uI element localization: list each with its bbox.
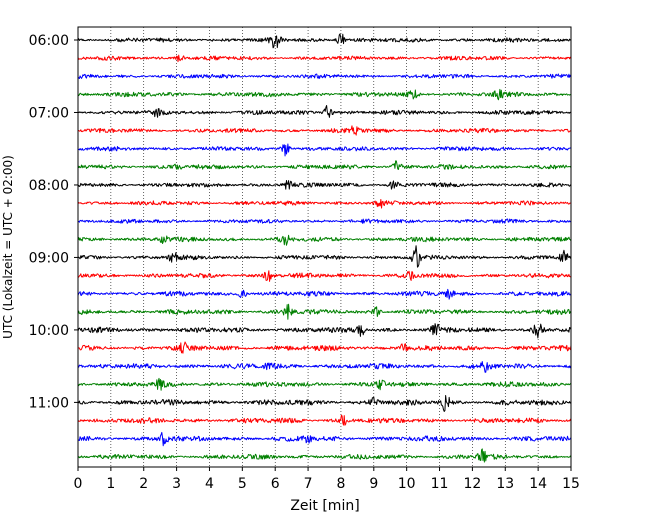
trace-line: [77, 88, 572, 101]
trace-line: [77, 218, 572, 224]
y-tick-label: 07:00: [29, 105, 69, 121]
x-axis-label: Zeit [min]: [290, 498, 359, 514]
trace-line: [77, 143, 572, 157]
y-tick-label: 11:00: [29, 395, 69, 411]
trace-line: [77, 180, 572, 190]
trace-line: [77, 198, 572, 209]
y-axis-ticks: 06:00 07:00 08:00 09:00 10:00 11:00: [29, 33, 78, 411]
trace-line: [77, 125, 572, 136]
trace-line: [77, 303, 572, 320]
x-tick-label: 12: [463, 476, 481, 492]
trace-line: [77, 234, 572, 246]
x-tick-label: 14: [529, 476, 547, 492]
trace-line: [77, 448, 572, 463]
trace-group: [77, 33, 572, 463]
trace-line: [77, 270, 572, 282]
trace-line: [77, 73, 572, 80]
y-tick-label: 10:00: [29, 323, 69, 339]
grid-lines: [110, 27, 539, 467]
x-tick-label: 2: [139, 476, 148, 492]
trace-line: [77, 361, 572, 373]
trace-line: [77, 431, 572, 447]
trace-line: [77, 323, 572, 339]
x-tick-label: 1: [106, 476, 115, 492]
plot-frame: [77, 26, 572, 468]
x-tick-label: 10: [398, 476, 416, 492]
x-tick-label: 15: [562, 476, 580, 492]
x-tick-label: 6: [271, 476, 280, 492]
trace-line: [77, 395, 572, 412]
trace-line: [77, 341, 572, 354]
x-tick-label: 4: [205, 476, 214, 492]
x-tick-label: 5: [238, 476, 247, 492]
trace-line: [77, 377, 572, 391]
trace-line: [77, 414, 572, 426]
x-tick-label: 8: [336, 476, 345, 492]
trace-line: [77, 33, 572, 49]
y-tick-label: 08:00: [29, 178, 69, 194]
trace-line: [77, 245, 572, 268]
y-tick-label: 06:00: [29, 33, 69, 49]
x-tick-label: 13: [496, 476, 514, 492]
x-tick-label: 11: [431, 476, 449, 492]
y-tick-label: 09:00: [29, 250, 69, 266]
x-tick-label: 9: [369, 476, 378, 492]
trace-line: [77, 160, 572, 170]
trace-line: [77, 54, 572, 63]
x-tick-label: 3: [172, 476, 181, 492]
x-tick-label: 7: [304, 476, 313, 492]
x-tick-label: 0: [74, 476, 83, 492]
x-axis-ticks: 0 1 2 3 4 5 6 7 8 9 10 11 12 13 14 15: [74, 467, 580, 492]
y-axis-label: UTC (Lokalzeit = UTC + 02:00): [1, 155, 15, 339]
trace-line: [77, 105, 572, 118]
trace-line: [77, 288, 572, 300]
